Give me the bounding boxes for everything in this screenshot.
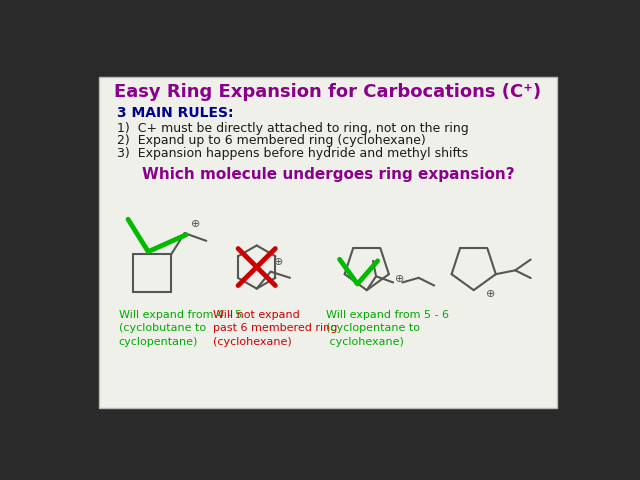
Bar	[99, 77, 557, 408]
Text: 3 MAIN RULES:: 3 MAIN RULES:	[117, 106, 234, 120]
Text: ⊕: ⊕	[486, 289, 495, 299]
Text: Will expand from 5 - 6
(cyclopentane to
 cyclohexane): Will expand from 5 - 6 (cyclopentane to …	[326, 310, 449, 347]
Text: 2)  Expand up to 6 membered ring (cyclohexane): 2) Expand up to 6 membered ring (cyclohe…	[117, 134, 426, 147]
Text: 1)  C+ must be directly attached to ring, not on the ring: 1) C+ must be directly attached to ring,…	[117, 122, 469, 135]
Text: Will expand from 4 - 5
(cyclobutane to
cyclopentane): Will expand from 4 - 5 (cyclobutane to c…	[119, 310, 242, 347]
Text: Will not expand
past 6 membered ring
(cyclohexane): Will not expand past 6 membered ring (cy…	[213, 310, 338, 347]
Text: ⊕: ⊕	[274, 257, 283, 267]
Text: ⊕: ⊕	[191, 219, 200, 229]
Text: Easy Ring Expansion for Carbocations (C⁺): Easy Ring Expansion for Carbocations (C⁺…	[115, 83, 541, 101]
Text: 3)  Expansion happens before hydride and methyl shifts: 3) Expansion happens before hydride and …	[117, 146, 468, 159]
Text: ⊕: ⊕	[395, 274, 404, 284]
Text: Which molecule undergoes ring expansion?: Which molecule undergoes ring expansion?	[141, 167, 515, 182]
